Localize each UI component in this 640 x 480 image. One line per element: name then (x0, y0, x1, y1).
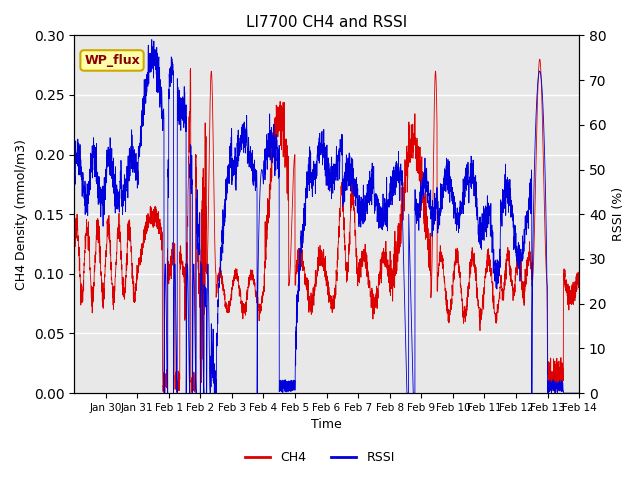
RSSI (395, 164, 403, 170)
CH4 (536, 56, 543, 62)
RSSI (291, 387, 299, 393)
Y-axis label: RSSI (%): RSSI (%) (612, 187, 625, 241)
RSSI (335, 152, 342, 158)
CH4 (134, 263, 142, 268)
Title: LI7700 CH4 and RSSI: LI7700 CH4 and RSSI (246, 15, 407, 30)
RSSI (296, 262, 303, 268)
CH4 (417, 171, 424, 177)
CH4 (70, 266, 78, 272)
RSSI (160, 390, 168, 396)
Y-axis label: CH4 Density (mmol/m3): CH4 Density (mmol/m3) (15, 139, 28, 289)
CH4 (395, 229, 403, 235)
Line: CH4: CH4 (74, 59, 579, 393)
Legend: CH4, RSSI: CH4, RSSI (240, 446, 400, 469)
CH4 (291, 152, 299, 158)
RSSI (70, 177, 78, 183)
CH4 (295, 249, 303, 255)
RSSI (417, 198, 425, 204)
X-axis label: Time: Time (311, 419, 342, 432)
RSSI (575, 390, 583, 396)
CH4 (575, 277, 583, 283)
RSSI (134, 144, 142, 149)
RSSI (148, 36, 156, 42)
Line: RSSI: RSSI (74, 39, 579, 393)
CH4 (161, 390, 169, 396)
CH4 (335, 240, 342, 246)
Text: WP_flux: WP_flux (84, 54, 140, 67)
